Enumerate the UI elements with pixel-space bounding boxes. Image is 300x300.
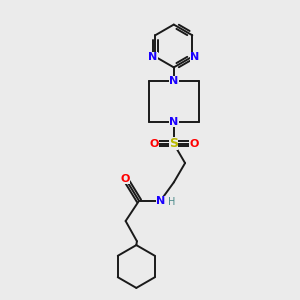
Text: O: O	[121, 174, 130, 184]
Text: N: N	[169, 117, 178, 128]
Text: N: N	[148, 52, 158, 62]
Text: N: N	[190, 52, 199, 62]
Text: O: O	[189, 139, 198, 149]
Text: N: N	[169, 76, 178, 86]
Text: H: H	[168, 197, 176, 207]
Text: S: S	[169, 137, 178, 150]
Text: N: N	[156, 196, 165, 206]
Text: O: O	[149, 139, 159, 149]
